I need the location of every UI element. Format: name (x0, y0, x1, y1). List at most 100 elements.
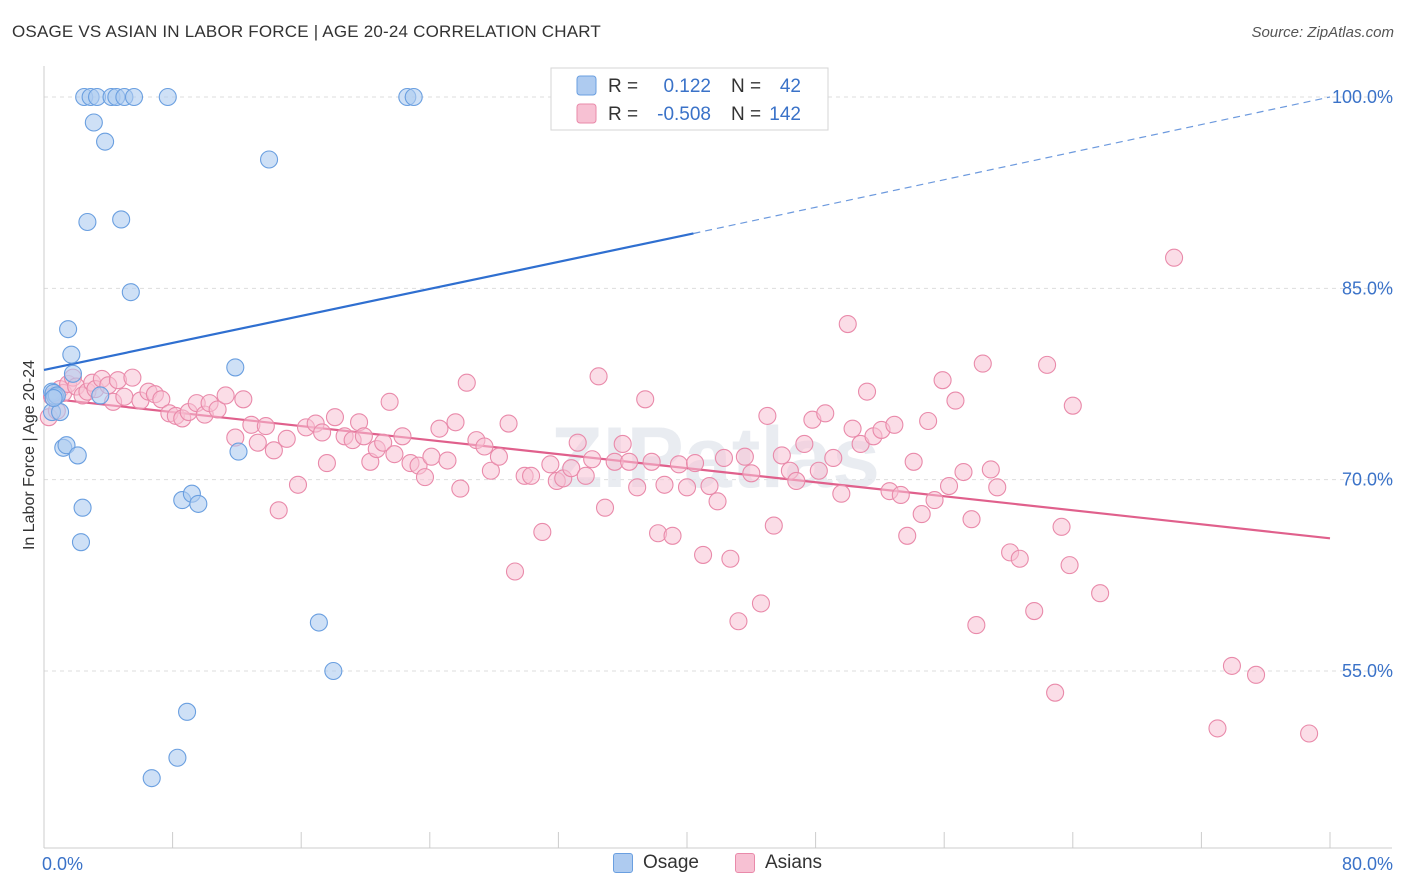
asian-point (481, 461, 500, 480)
chart-title: OSAGE VS ASIAN IN LABOR FORCE | AGE 20-2… (12, 22, 602, 41)
asian-point (562, 459, 581, 478)
legend-r-label: R = (608, 76, 638, 97)
asian-point (1060, 556, 1079, 575)
asian-point (583, 450, 602, 469)
asian-point (946, 391, 965, 410)
asian-point (317, 454, 336, 473)
asian-point (380, 392, 399, 411)
asian-point (1091, 584, 1110, 603)
legend-item-osage[interactable]: Osage (613, 852, 699, 874)
osage-point (73, 498, 92, 517)
asian-point (1247, 665, 1266, 684)
osage-point (62, 345, 81, 364)
legend-bottom: Osage Asians (0, 852, 1406, 878)
asian-point (694, 545, 713, 564)
asian-point (374, 433, 393, 452)
asian-points (39, 248, 1319, 743)
asian-point (912, 505, 931, 524)
osage-trend-extension (693, 96, 1331, 235)
osage-point (91, 386, 110, 405)
asian-point (1025, 601, 1044, 621)
asian-point (981, 460, 1000, 479)
asian-point (446, 413, 465, 432)
legend-swatch-asian (576, 103, 597, 124)
asian-point (216, 386, 235, 405)
osage-trend-line (43, 232, 694, 372)
asian-point (764, 516, 783, 535)
asian-point (758, 406, 777, 425)
legend-r-value: -0.508 (657, 104, 711, 125)
chart-source: Source: ZipAtlas.com (1251, 24, 1394, 41)
asian-point (939, 476, 959, 496)
asian-point (499, 414, 518, 433)
asian-point (313, 423, 332, 442)
asian-point (898, 526, 917, 545)
legend-r-value: 0.122 (663, 76, 711, 97)
osage-point (78, 212, 97, 232)
legend-top: R = 0.122 N = 42 R = -0.508 N = 142 (550, 67, 829, 131)
legend-r-label: R = (608, 104, 638, 125)
osage-points (42, 87, 423, 788)
asian-point (568, 433, 587, 452)
asian-point (1046, 683, 1065, 702)
asian-point (772, 446, 791, 465)
osage-point (124, 87, 144, 107)
asian-point (857, 382, 877, 401)
osage-point (324, 661, 343, 681)
osage-point (63, 364, 82, 383)
asian-point (123, 368, 142, 387)
asian-point (1208, 719, 1227, 738)
asian-point (795, 434, 814, 454)
asian-point (393, 427, 412, 446)
asian-point (933, 371, 952, 390)
asian-point (533, 522, 552, 542)
asian-point (613, 434, 632, 454)
osage-trend (43, 96, 1331, 372)
asian-point (489, 447, 508, 466)
asian-point (415, 468, 435, 487)
asian-point (1052, 517, 1071, 536)
asian-point (742, 464, 761, 483)
asian-point (988, 478, 1007, 497)
osage-point (158, 87, 177, 107)
asian-point (809, 461, 828, 480)
asians-swatch-icon (735, 853, 755, 873)
gridlines (44, 96, 1392, 672)
legend-item-asians[interactable]: Asians (735, 852, 822, 874)
asian-point (816, 404, 835, 423)
legend-n-value: 42 (780, 76, 801, 97)
osage-point (229, 442, 248, 461)
tick-labels: 55.0% 70.0% 85.0% 100.0% 0.0% 80.0% (42, 87, 1393, 874)
asian-point (735, 447, 754, 466)
x-tick-label: 80.0% (1342, 854, 1393, 874)
asian-point (422, 447, 441, 466)
asian-point (269, 501, 288, 520)
asian-point (522, 466, 541, 485)
asian-point (595, 498, 615, 517)
asian-point (751, 594, 770, 613)
asian-point (954, 462, 973, 482)
asian-point (677, 478, 697, 497)
osage-point (44, 388, 63, 408)
asian-point (891, 485, 910, 505)
osage-point (168, 748, 187, 767)
asian-point (248, 433, 267, 452)
y-tick-label: 85.0% (1342, 278, 1393, 298)
asian-point (256, 417, 275, 436)
asian-point (354, 427, 373, 446)
osage-point (404, 87, 423, 107)
asian-point (451, 479, 470, 498)
asian-point (152, 390, 171, 409)
asian-point (438, 451, 457, 470)
asian-point (973, 354, 992, 373)
asian-point (115, 387, 134, 406)
asian-point (430, 419, 449, 438)
axes (43, 66, 1392, 849)
osage-point (96, 132, 115, 151)
osage-point (309, 613, 328, 632)
osage-swatch-icon (613, 853, 633, 873)
asian-point (264, 441, 283, 460)
asian-point (325, 408, 345, 427)
legend-label-asians: Asians (765, 852, 823, 873)
